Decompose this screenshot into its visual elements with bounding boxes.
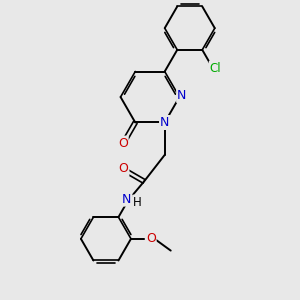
Text: H: H — [133, 196, 142, 208]
Text: N: N — [177, 89, 187, 102]
Text: Cl: Cl — [210, 61, 221, 75]
Text: O: O — [146, 232, 156, 245]
Text: N: N — [122, 193, 131, 206]
Text: O: O — [118, 162, 128, 176]
Text: O: O — [118, 136, 128, 150]
Text: N: N — [160, 116, 169, 129]
